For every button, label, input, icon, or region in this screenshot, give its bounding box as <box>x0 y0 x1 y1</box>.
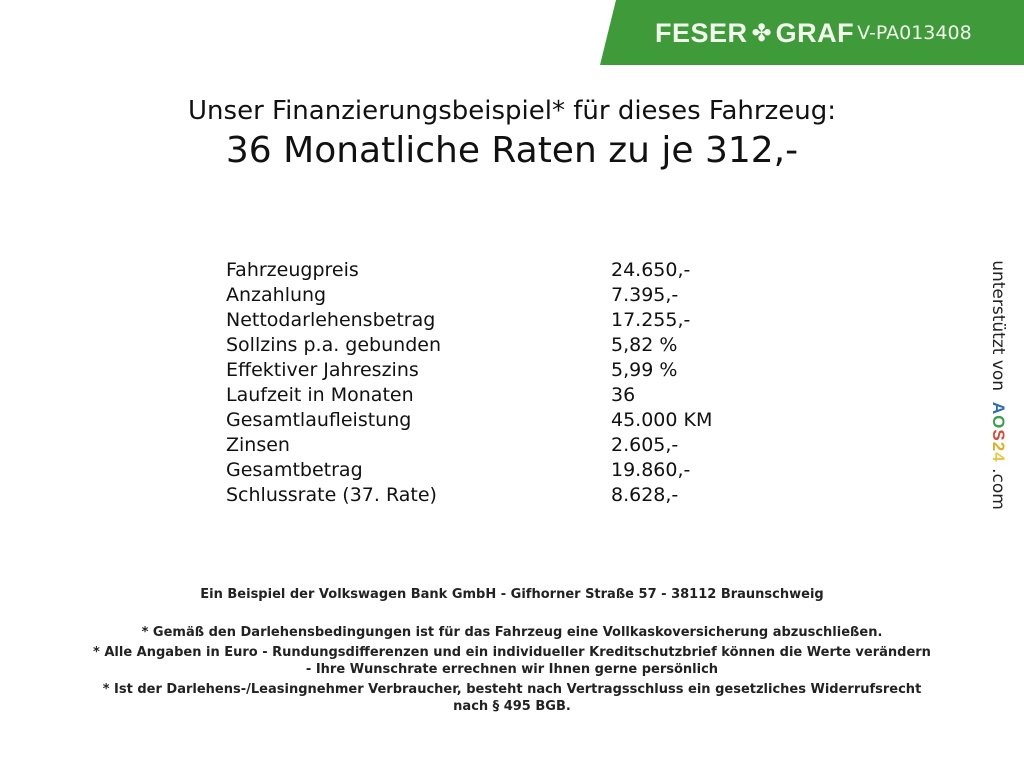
row-label: Schlussrate (37. Rate) <box>226 484 437 506</box>
row-label: Gesamtbetrag <box>226 459 363 481</box>
table-row: Anzahlung 7.395,- <box>226 283 712 308</box>
bank-info: Ein Beispiel der Volkswagen Bank GmbH - … <box>200 587 824 602</box>
table-row: Zinsen 2.605,- <box>226 433 712 458</box>
table-row: Gesamtbetrag 19.860,- <box>226 458 712 483</box>
clover-icon: ✤ <box>751 19 772 47</box>
supported-by-aos24: unterstützt von AOS24 .com <box>988 260 1008 510</box>
brand-banner <box>600 0 1024 65</box>
row-label: Gesamtlaufleistung <box>226 409 412 431</box>
row-label: Fahrzeugpreis <box>226 259 359 281</box>
footnote-insurance: * Gemäß den Darlehensbedingungen ist für… <box>141 625 883 640</box>
row-value: 2.605,- <box>611 434 679 456</box>
brand-name-right: GRAF <box>775 17 855 48</box>
row-value: 8.628,- <box>611 484 679 506</box>
row-label: Nettodarlehensbetrag <box>226 309 436 331</box>
vehicle-reference: V-PA013408 <box>857 22 972 44</box>
row-value: 45.000 KM <box>611 409 713 431</box>
row-label: Anzahlung <box>226 284 327 306</box>
footnote-bgb: nach § 495 BGB. <box>453 699 571 714</box>
finance-table: Fahrzeugpreis 24.650,- Anzahlung 7.395,- N… <box>226 258 712 508</box>
footnote-withdrawal: * Ist der Darlehens-/Leasingnehmer Verbr… <box>102 682 922 697</box>
table-row: Schlussrate (37. Rate) 8.628,- <box>226 483 712 508</box>
brand-name-left: FESER <box>655 17 748 48</box>
row-value: 17.255,- <box>611 309 691 331</box>
row-value: 36 <box>611 384 636 406</box>
domain-suffix: .com <box>988 468 1008 510</box>
title-line-2: 36 Monatliche Raten zu je 312,- <box>225 130 799 171</box>
row-value: 5,82 % <box>611 334 678 356</box>
footnote-euro: * Alle Angaben in Euro - Rundungsdiffere… <box>93 645 931 660</box>
row-label: Laufzeit in Monaten <box>226 384 414 406</box>
row-value: 5,99 % <box>611 359 678 381</box>
table-row: Sollzins p.a. gebunden 5,82 % <box>226 333 712 358</box>
footnote-rate: - Ihre Wunschrate errechnen wir Ihnen ge… <box>305 662 719 677</box>
table-row: Nettodarlehensbetrag 17.255,- <box>226 308 712 333</box>
table-row: Gesamtlaufleistung 45.000 KM <box>226 408 712 433</box>
row-label: Effektiver Jahreszins <box>226 359 419 381</box>
aos24-logo: AOS24 <box>989 401 1008 463</box>
table-row: Fahrzeugpreis 24.650,- <box>226 258 712 283</box>
title-line-1: Unser Finanzierungsbeispiel* für dieses … <box>188 96 836 126</box>
row-label: Zinsen <box>226 434 290 456</box>
brand-logo: FESER ✤ GRAF V-PA013408 <box>655 16 972 50</box>
table-row: Laufzeit in Monaten 36 <box>226 383 712 408</box>
supported-by-text: unterstützt von <box>988 260 1008 392</box>
table-row: Effektiver Jahreszins 5,99 % <box>226 358 712 383</box>
row-label: Sollzins p.a. gebunden <box>226 334 441 356</box>
row-value: 19.860,- <box>611 459 691 481</box>
row-value: 7.395,- <box>611 284 679 306</box>
row-value: 24.650,- <box>611 259 691 281</box>
